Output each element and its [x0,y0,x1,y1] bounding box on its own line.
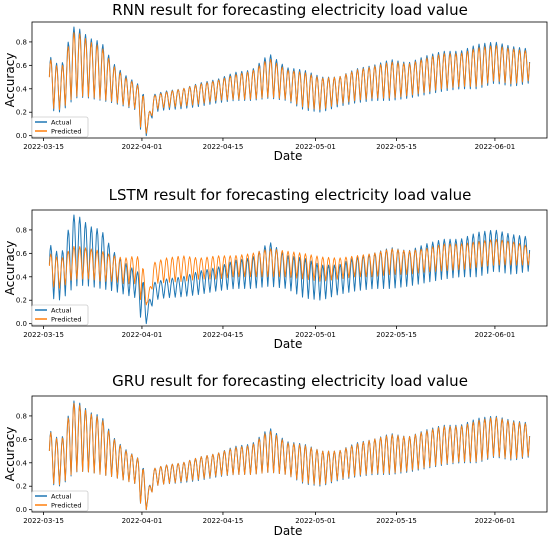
x-tick-label: 2022-06-01 [475,331,516,339]
y-axis-label: Accuracy [3,53,17,108]
x-tick-label: 2022-05-15 [376,331,417,339]
x-axis-label: Date [274,149,303,163]
x-tick-label: 2022-06-01 [475,143,516,151]
plot-area: 0.0 0.2 0.4 0.6 0.8 2022-03-15 2022-04-01 2022-… [16,21,548,151]
y-tick-label: 0.4 [16,273,28,281]
plot-area: 0.0 0.2 0.4 0.6 0.8 2022-03-15 2022-04-01 2022-… [16,209,548,339]
y-tick-label: 0.6 [16,436,28,444]
axes-frame [31,395,548,513]
legend-label-predicted: Predicted [51,502,82,510]
y-tick-label: 0.6 [16,250,28,258]
y-tick-label: 0.4 [16,459,28,467]
legend-label-predicted: Predicted [51,316,82,324]
y-tick-label: 0.0 [16,132,27,140]
y-tick-label: 0.2 [16,297,27,305]
x-tick-label: 2022-04-15 [203,331,244,339]
legend: Actual Predicted [31,116,89,138]
chart-title: LSTM result for forecasting electricity … [109,186,472,204]
legend-label-actual: Actual [51,119,72,127]
y-tick-label: 0.8 [16,412,27,420]
x-tick-label: 2022-04-01 [122,331,163,339]
axes-frame [31,21,548,139]
x-axis-label: Date [274,524,303,538]
x-tick-label: 2022-05-01 [295,331,336,339]
y-tick-label: 0.0 [16,320,27,328]
plot-area: 0.0 0.2 0.4 0.6 0.8 2022-03-15 2022-04-01 2022-… [16,395,548,525]
x-tick-label: 2022-04-01 [122,143,163,151]
x-tick-label: 2022-04-01 [122,517,163,525]
y-axis-label: Accuracy [3,241,17,296]
x-tick-label: 2022-05-01 [295,517,336,525]
legend: Actual Predicted [31,304,89,326]
x-tick-label: 2022-05-15 [376,143,417,151]
chart-panel-lstm: LSTM result for forecasting electricity … [3,186,548,351]
series-line-actual [48,214,531,325]
legend-label-predicted: Predicted [51,128,82,136]
y-tick-label: 0.8 [16,226,27,234]
chart-panel-rnn: RNN result for forecasting electricity l… [3,1,548,163]
legend-label-actual: Actual [51,307,72,315]
series-line-predicted [48,402,531,511]
y-axis-label: Accuracy [3,427,17,482]
legend: Actual Predicted [31,490,89,512]
y-tick-label: 0.8 [16,38,27,46]
legend-label-actual: Actual [51,493,72,501]
x-tick-label: 2022-04-15 [203,143,244,151]
chart-title: RNN result for forecasting electricity l… [112,1,468,19]
x-tick-label: 2022-06-01 [475,517,516,525]
axes-frame [31,209,548,327]
x-axis-label: Date [274,337,303,351]
x-tick-label: 2022-04-15 [203,517,244,525]
y-tick-label: 0.2 [16,109,27,117]
y-tick-label: 0.6 [16,62,28,70]
x-tick-label: 2022-05-01 [295,143,336,151]
x-tick-label: 2022-03-15 [23,517,64,525]
y-tick-label: 0.2 [16,483,27,491]
y-tick-label: 0.0 [16,506,27,514]
chart-panel-gru: GRU result for forecasting electricity l… [3,372,548,538]
y-tick-label: 0.4 [16,85,28,93]
x-tick-label: 2022-03-15 [23,143,64,151]
series-line-predicted [48,32,531,134]
x-tick-label: 2022-03-15 [23,331,64,339]
x-tick-label: 2022-05-15 [376,517,417,525]
series-line-predicted [48,239,531,306]
chart-title: GRU result for forecasting electricity l… [112,372,468,390]
